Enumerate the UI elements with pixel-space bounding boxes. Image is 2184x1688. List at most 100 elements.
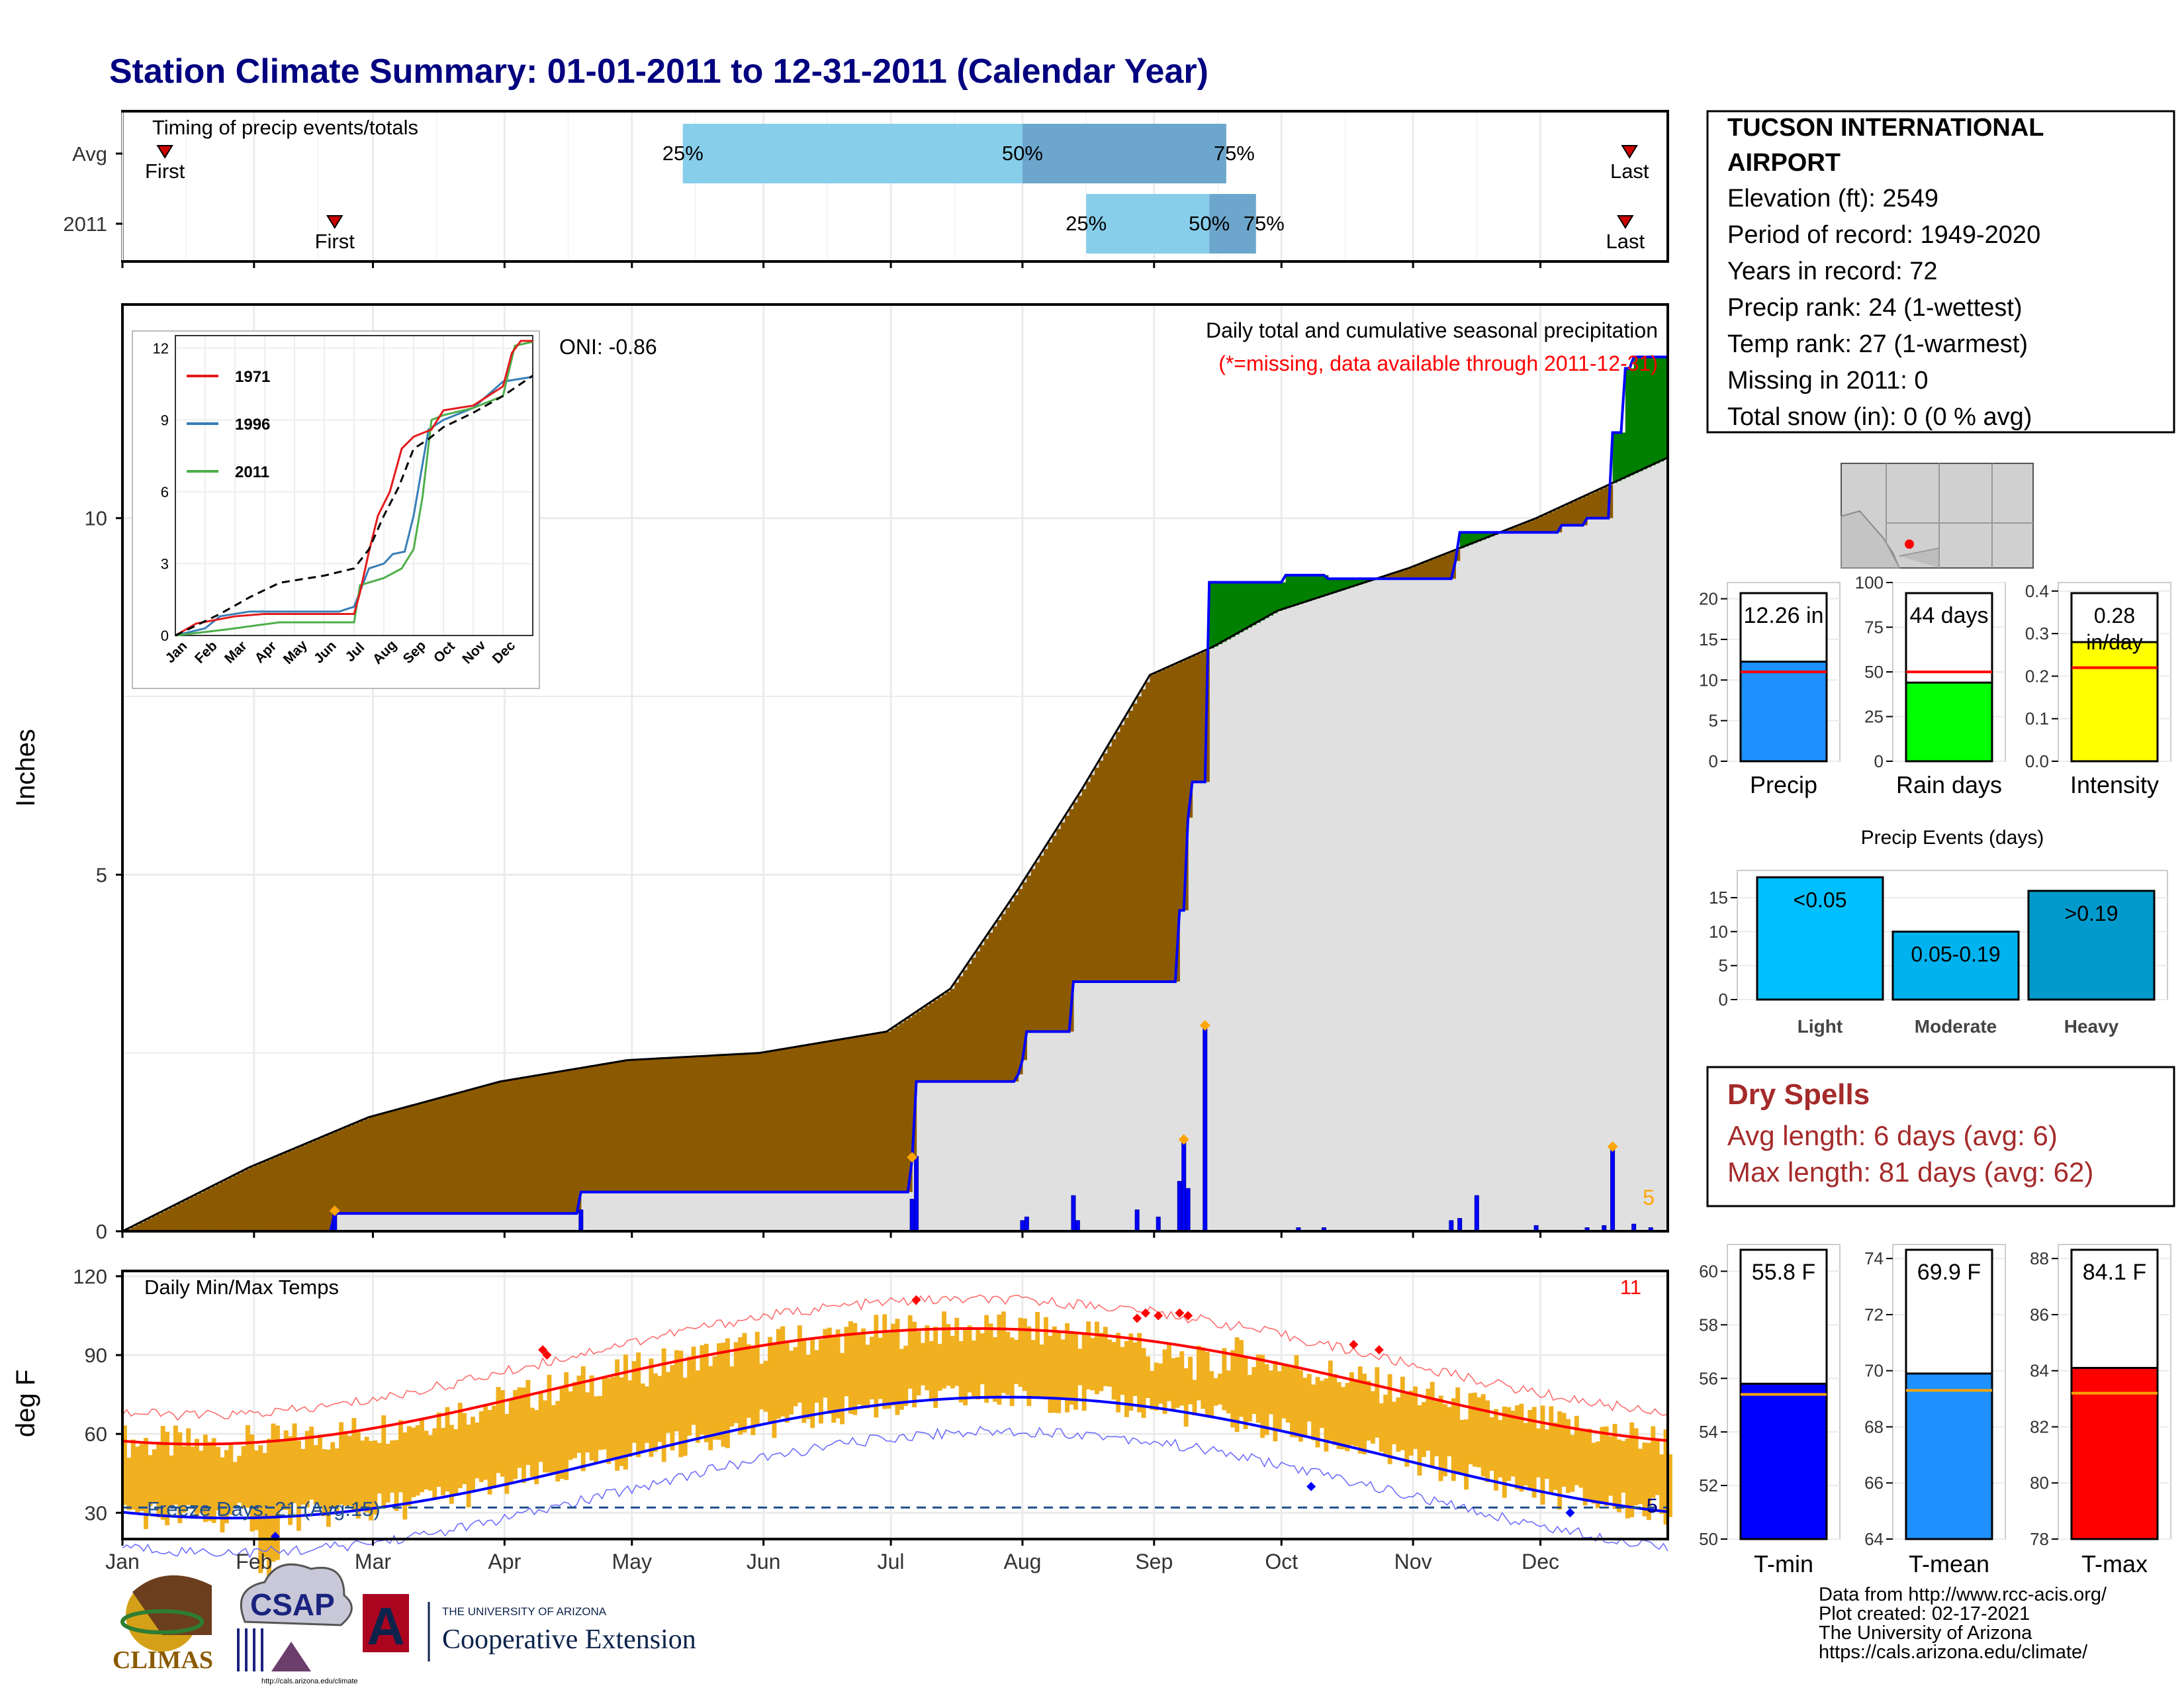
daily-temp-bar xyxy=(1357,1366,1363,1454)
deficit-segment xyxy=(334,1131,340,1214)
daily-temp-bar xyxy=(640,1383,645,1452)
timing-last-label: Last xyxy=(1606,230,1645,253)
daily-temp-bar xyxy=(1379,1403,1384,1452)
surplus-segment xyxy=(1273,582,1278,614)
deficit-segment xyxy=(1430,559,1435,579)
daily-temp-bar xyxy=(954,1317,960,1386)
daily-temp-bar xyxy=(1060,1339,1066,1399)
precip-ytick-label: 5 xyxy=(96,863,107,886)
daily-temp-bar xyxy=(313,1444,318,1505)
daily-temp-bar xyxy=(1451,1398,1456,1481)
deficit-segment xyxy=(891,1029,896,1192)
daily-temp-bar xyxy=(326,1449,331,1527)
deficit-segment xyxy=(1171,665,1176,982)
stat-bar-tick-label: 58 xyxy=(1699,1315,1718,1335)
deficit-segment xyxy=(805,1045,811,1192)
daily-temp-bar xyxy=(547,1374,552,1473)
daily-temp-bar xyxy=(203,1434,208,1523)
stat-bar-value-label: 12.26 in xyxy=(1744,603,1824,628)
station-name-line2: AIRPORT xyxy=(1727,149,1841,177)
daily-temp-bar xyxy=(1485,1400,1490,1482)
daily-temp-bar xyxy=(186,1428,191,1505)
daily-temp-bar xyxy=(355,1432,361,1519)
csap-rain-icon xyxy=(237,1628,263,1671)
daily-temp-bar xyxy=(1587,1429,1592,1501)
deficit-segment xyxy=(406,1106,412,1214)
daily-temp-bar xyxy=(657,1376,662,1442)
daily-temp-bar xyxy=(717,1343,721,1440)
deficit-segment xyxy=(907,1017,913,1192)
deficit-segment xyxy=(971,957,976,1082)
daily-temp-bar xyxy=(1273,1360,1278,1442)
deficit-segment xyxy=(1523,523,1528,533)
large-event-marker xyxy=(329,1205,340,1217)
stat-bar-tick-label: 82 xyxy=(2030,1417,2049,1436)
deficit-segment xyxy=(763,1052,768,1192)
daily-precip-bar xyxy=(1075,1220,1080,1232)
daily-temp-bar xyxy=(152,1449,157,1504)
daily-temp-bar xyxy=(1404,1393,1410,1467)
surplus-segment xyxy=(1255,582,1261,623)
deficit-segment xyxy=(580,1068,586,1192)
daily-temp-bar xyxy=(827,1327,832,1414)
daily-temp-bar xyxy=(925,1325,930,1391)
month-label: Sep xyxy=(1135,1550,1173,1573)
daily-temp-bar xyxy=(1116,1333,1120,1413)
daily-temp-bar xyxy=(1413,1386,1418,1449)
daily-temp-bar xyxy=(1608,1436,1614,1496)
daily-temp-bar xyxy=(631,1361,637,1443)
daily-temp-bar xyxy=(976,1327,981,1400)
deficit-segment xyxy=(729,1055,735,1192)
stat-bar-tick-label: 78 xyxy=(2030,1529,2049,1549)
climas-ring-icon xyxy=(120,1609,204,1634)
month-label: Jun xyxy=(747,1550,781,1573)
record-low-marker xyxy=(1306,1481,1316,1491)
daily-temp-bar xyxy=(126,1458,132,1511)
daily-temp-bar xyxy=(232,1462,238,1507)
deficit-segment xyxy=(780,1049,786,1192)
month-label: Dec xyxy=(1522,1550,1559,1573)
deficit-segment xyxy=(1162,669,1167,982)
timing-bar-25-50 xyxy=(682,124,1023,183)
month-label: Oct xyxy=(1265,1550,1298,1573)
daily-temp-bar xyxy=(835,1329,841,1419)
surplus-segment xyxy=(1489,532,1494,537)
stat-bar-tick-label: 20 xyxy=(1699,589,1718,609)
daily-temp-bar xyxy=(1294,1355,1299,1438)
record-max-line xyxy=(122,1294,1668,1421)
deficit-segment xyxy=(827,1041,832,1192)
daily-temp-bar xyxy=(1443,1404,1447,1477)
daily-temp-bar xyxy=(988,1323,993,1399)
deficit-segment xyxy=(250,1167,255,1231)
daily-temp-bar xyxy=(1621,1440,1626,1493)
deficit-segment xyxy=(534,1076,539,1214)
daily-temp-bar xyxy=(1477,1397,1482,1468)
record-high-marker xyxy=(1154,1311,1163,1321)
record-low-marker xyxy=(1565,1508,1575,1518)
daily-temp-bar xyxy=(865,1344,870,1409)
deficit-segment xyxy=(373,1115,378,1214)
deficit-segment xyxy=(304,1144,310,1231)
daily-temp-bar xyxy=(517,1387,522,1468)
daily-precip-bar xyxy=(1156,1216,1161,1232)
deficit-segment xyxy=(1426,561,1431,579)
daily-temp-bar xyxy=(704,1344,709,1442)
daily-temp-bar xyxy=(508,1398,514,1484)
ua-shield-icon xyxy=(363,1594,409,1652)
deficit-segment xyxy=(687,1056,692,1192)
deficit-segment xyxy=(585,1067,590,1192)
daily-temp-bar xyxy=(139,1444,144,1511)
deficit-segment xyxy=(967,964,972,1082)
daily-temp-bar xyxy=(1502,1406,1507,1498)
deficit-segment xyxy=(937,997,942,1082)
large-event-marker xyxy=(907,1152,918,1163)
daily-temp-bar xyxy=(615,1359,620,1471)
daily-temp-bar xyxy=(805,1354,811,1419)
stat-bar-tick-label: 66 xyxy=(1864,1473,1884,1493)
timing-last-label: Last xyxy=(1610,160,1649,183)
events-tick-label: 5 xyxy=(1719,956,1728,976)
deficit-segment xyxy=(385,1112,390,1214)
stat-bar-value-unit: in/day xyxy=(2086,630,2142,654)
events-tick-label: 15 xyxy=(1709,888,1728,908)
daily-temp-bar xyxy=(1421,1402,1426,1457)
